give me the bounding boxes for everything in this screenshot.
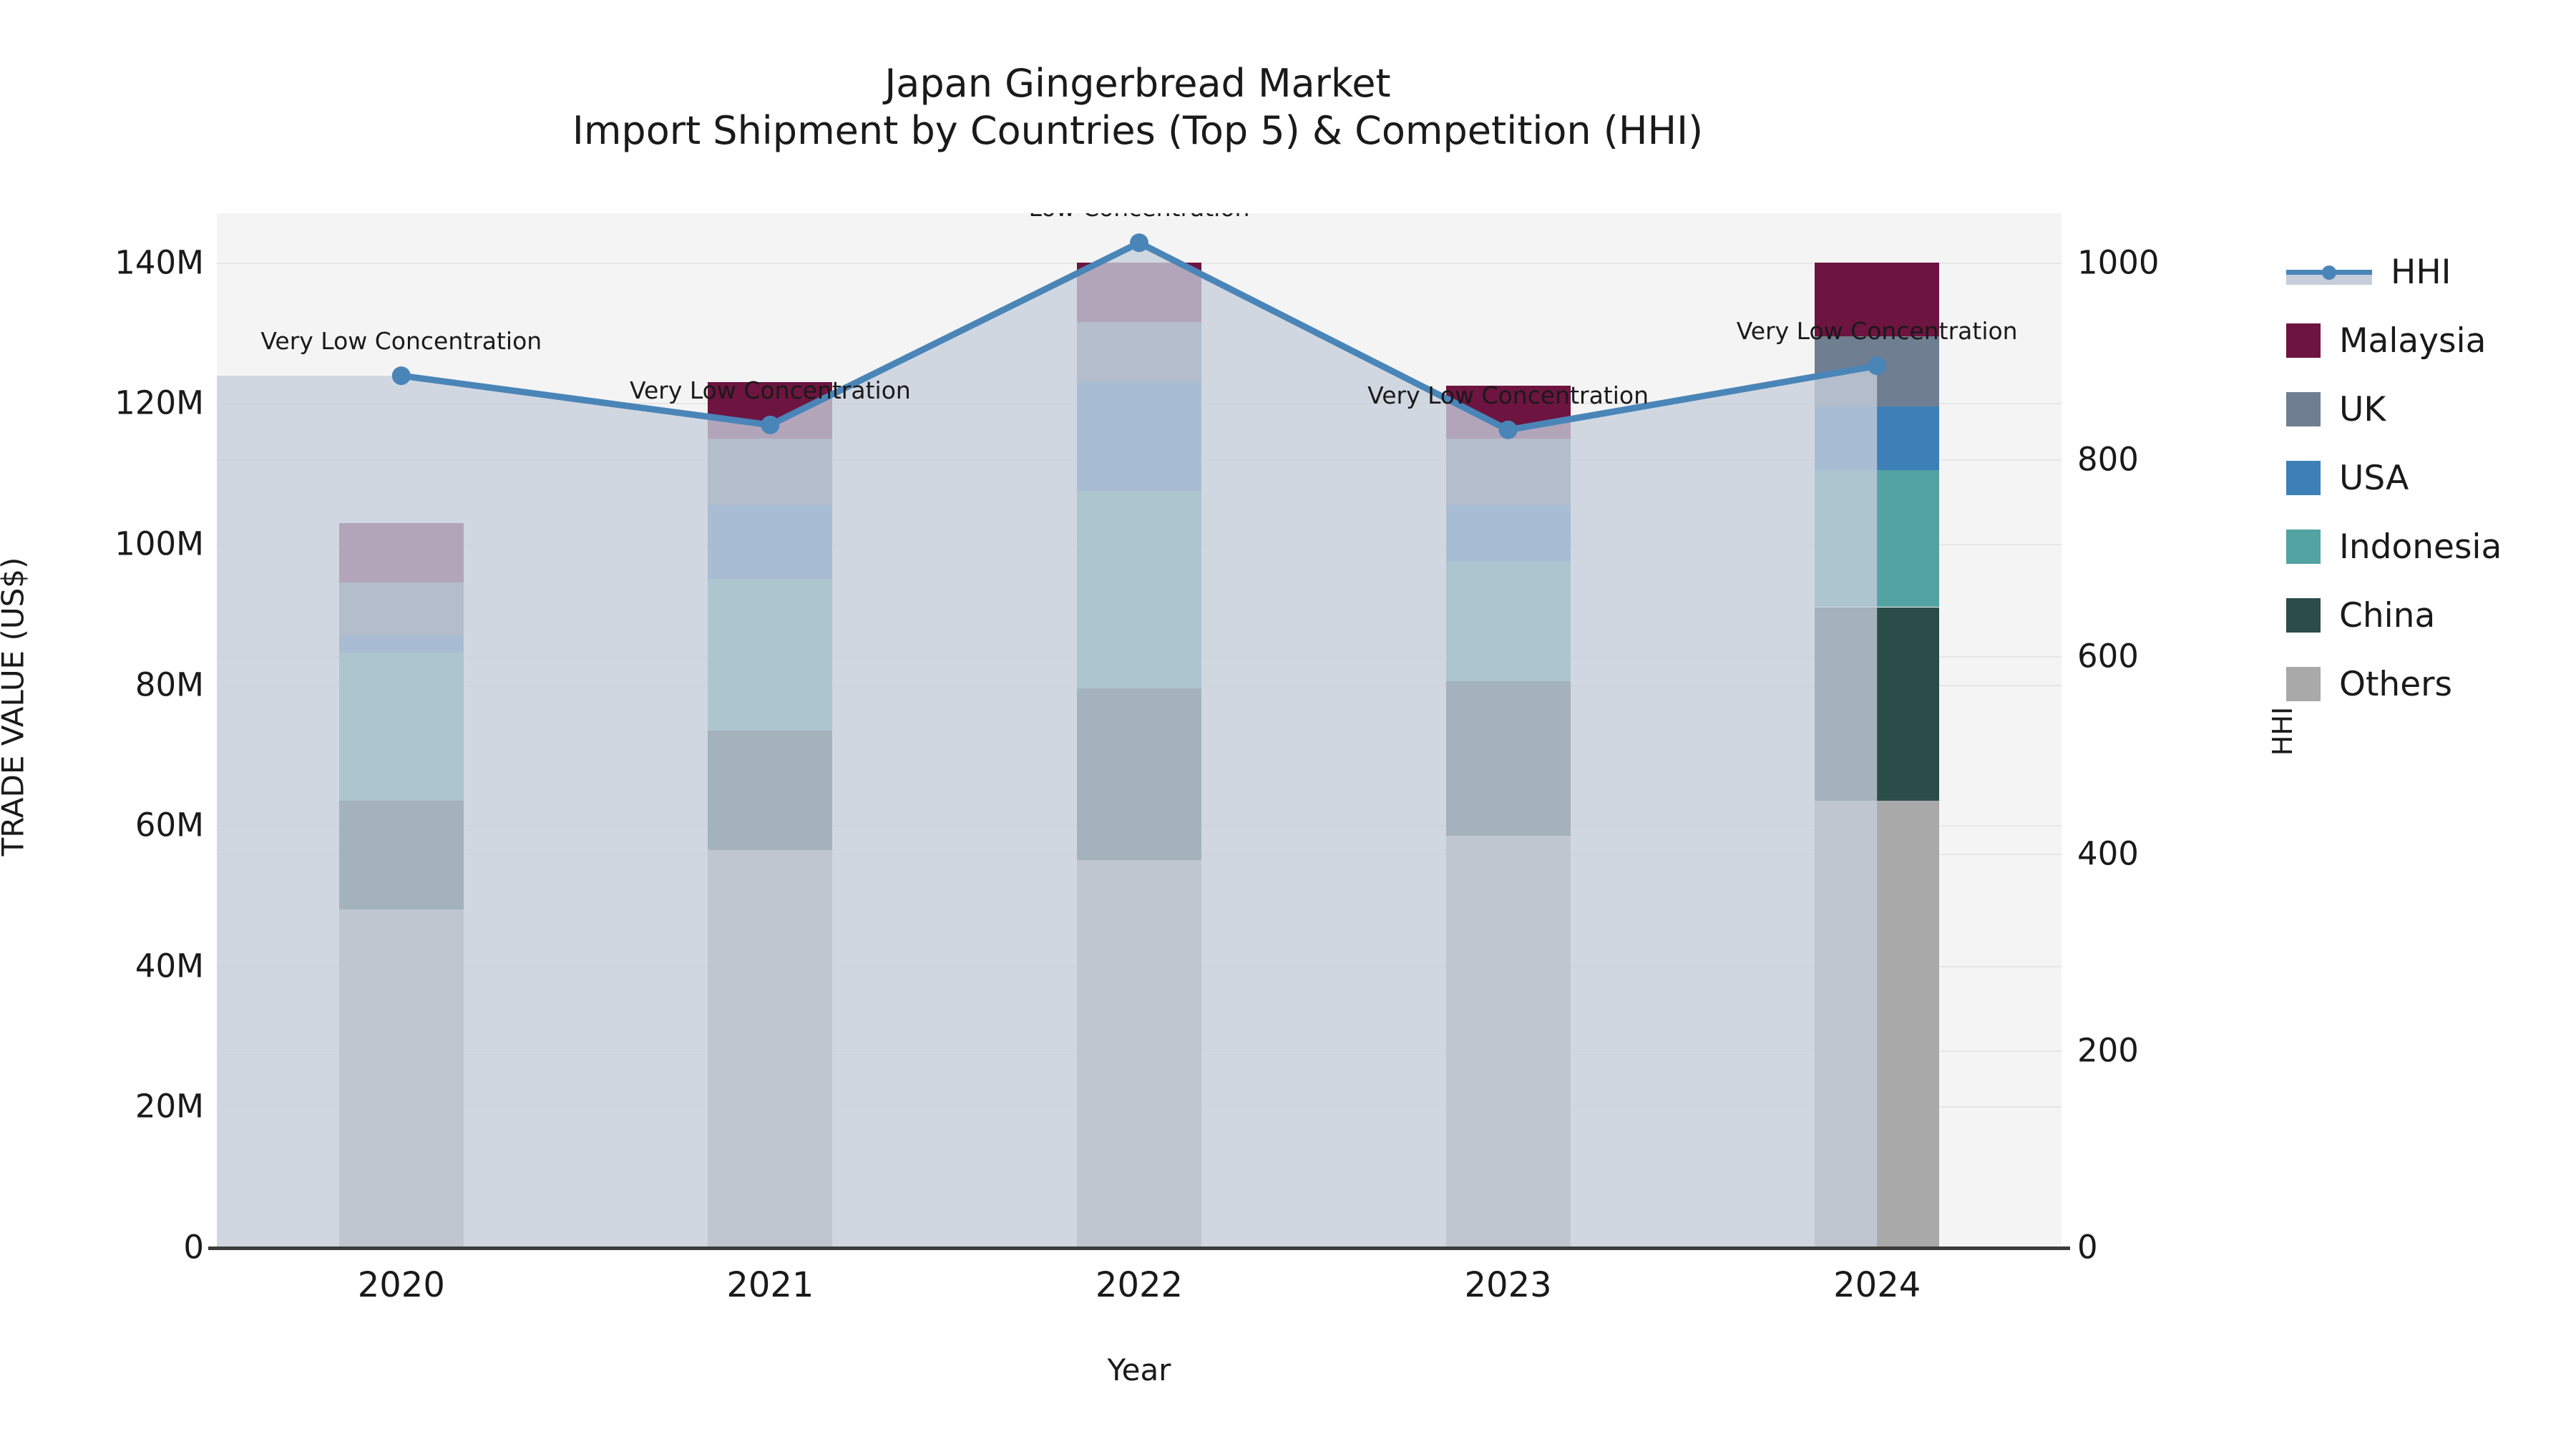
hhi-marker-2024[interactable] [1868,356,1887,376]
y-axis-left-ticks: 0 20M 40M 60M 80M 100M 120M 140M [0,0,204,1449]
legend-swatch-malaysia [2286,323,2321,358]
plot-area: Very Low Concentration Very Low Concentra… [217,213,2062,1247]
y-tick-right-4: 800 [2077,440,2139,479]
x-tick-2021: 2021 [726,1265,814,1305]
legend-label-usa: USA [2339,458,2409,498]
legend-item-indonesia[interactable]: Indonesia [2286,512,2572,581]
x-tick-2024: 2024 [1833,1265,1921,1305]
hhi-marker-2023[interactable] [1498,420,1518,439]
legend-item-china[interactable]: China [2286,581,2572,650]
legend-label-malaysia: Malaysia [2339,321,2487,361]
legend-item-malaysia[interactable]: Malaysia [2286,306,2572,375]
y-tick-right-1: 200 [2077,1031,2139,1070]
legend-line-marker-icon [2286,255,2372,289]
legend-swatch-others [2286,667,2321,701]
y-tick-right-2: 400 [2077,834,2139,873]
annotation-2024: Very Low Concentration [1736,317,2018,346]
x-tick-2022: 2022 [1095,1265,1184,1305]
legend-line-dot [2322,265,2336,280]
y-tick-left-2: 40M [135,947,204,985]
x-tick-2020: 2020 [357,1265,445,1305]
hhi-markers [391,233,1887,439]
y-tick-right-0: 0 [2077,1228,2098,1267]
annotation-2022: Low Concentration [1029,213,1250,222]
legend-area-fill [2286,275,2372,285]
annotation-2023: Very Low Concentration [1367,381,1649,409]
y-tick-right-5: 1000 [2077,243,2160,282]
y-tick-left-4: 80M [135,665,204,704]
legend-swatch-uk [2286,392,2321,426]
hhi-area-fill [217,243,1878,1247]
bar-segment-malaysia-2024[interactable] [1815,262,1940,337]
legend-label-uk: UK [2339,389,2386,429]
legend-swatch-indonesia [2286,530,2321,564]
hhi-marker-2022[interactable] [1130,233,1148,253]
y-tick-left-0: 0 [183,1228,204,1267]
chart-title-line-2: Import Shipment by Countries (Top 5) & C… [572,107,1704,153]
legend-item-uk[interactable]: UK [2286,375,2572,444]
y-tick-left-7: 140M [114,243,204,282]
x-tick-2023: 2023 [1464,1265,1552,1305]
y-tick-left-1: 20M [135,1087,204,1126]
chart-title-line-1: Japan Gingerbread Market [884,61,1391,106]
chart-title: Japan Gingerbread Market Import Shipment… [0,60,2275,155]
legend-label-indonesia: Indonesia [2339,527,2502,567]
y-tick-left-3: 60M [135,806,204,844]
hhi-marker-2020[interactable] [391,366,411,386]
chart-legend: HHI Malaysia UK USA Indonesia China Others [2286,238,2572,718]
y-tick-left-5: 100M [114,525,204,563]
y-axis-left-label: TRADE VALUE (US$) [0,557,31,857]
legend-swatch-usa [2286,461,2321,495]
legend-item-hhi[interactable]: HHI [2286,238,2572,306]
hhi-line-series [217,233,1887,1247]
annotation-2021: Very Low Concentration [629,376,911,404]
legend-label-china: China [2339,595,2436,635]
legend-label-others: Others [2339,664,2452,704]
y-tick-right-3: 600 [2077,637,2139,675]
legend-item-usa[interactable]: USA [2286,444,2572,512]
hhi-marker-2021[interactable] [761,415,780,434]
y-tick-left-6: 120M [114,384,204,422]
annotation-2020: Very Low Concentration [260,327,542,356]
legend-swatch-china [2286,598,2321,633]
legend-label-hhi: HHI [2391,252,2451,292]
legend-item-others[interactable]: Others [2286,650,2572,718]
x-axis-label: Year [1107,1352,1171,1387]
y-axis-right-ticks: 0 200 400 600 800 1000 [2077,0,2263,1449]
x-axis-line [208,1246,2070,1250]
